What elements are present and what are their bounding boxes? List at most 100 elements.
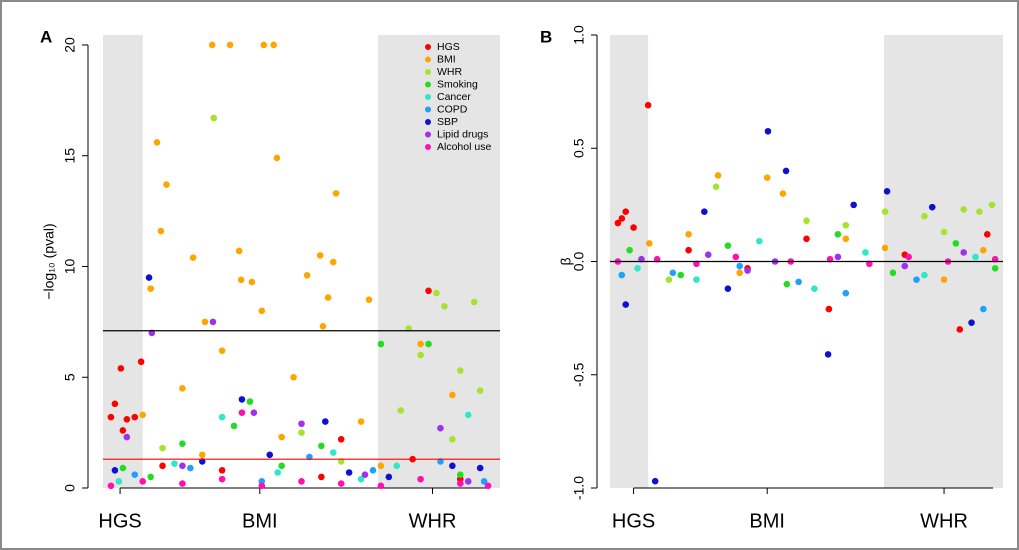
point [171, 460, 178, 467]
point [218, 413, 226, 421]
point [258, 307, 266, 315]
point [724, 285, 732, 292]
point [457, 480, 464, 487]
point [218, 347, 226, 354]
point [842, 235, 850, 243]
point [179, 385, 186, 392]
panel-label: B [540, 27, 552, 46]
point [417, 351, 424, 359]
y-tick-label: 15 [62, 148, 78, 164]
point [952, 240, 960, 247]
point [457, 471, 464, 479]
point [614, 219, 622, 227]
y-tick-label: 10 [62, 258, 78, 274]
legend-marker [425, 56, 431, 63]
point [811, 285, 818, 292]
y-tick-label: 0.5 [571, 138, 587, 158]
point [685, 246, 692, 254]
point [866, 260, 873, 268]
point [960, 206, 967, 213]
point [131, 471, 139, 479]
legend-label: WHR [437, 66, 462, 78]
point [137, 358, 145, 366]
panel-label: A [40, 27, 52, 46]
point [319, 322, 327, 330]
point [329, 449, 337, 456]
legend-marker [425, 144, 431, 150]
point [842, 221, 850, 229]
legend-label: COPD [437, 103, 468, 115]
point [824, 351, 832, 358]
point [940, 228, 948, 236]
point [147, 473, 154, 481]
legend-label: BMI [437, 53, 456, 65]
legend-marker [425, 106, 431, 113]
point [187, 464, 194, 472]
point [332, 190, 340, 197]
point [701, 208, 708, 215]
point [179, 480, 186, 487]
point [756, 237, 763, 245]
point [960, 249, 967, 256]
point [803, 217, 810, 225]
point [369, 466, 377, 474]
point [357, 418, 365, 425]
point [159, 444, 166, 452]
point [433, 289, 440, 297]
point [956, 326, 964, 333]
point [230, 422, 238, 430]
point [425, 287, 432, 295]
point [795, 278, 802, 286]
legend-label: Smoking [437, 78, 478, 90]
point [246, 398, 254, 405]
point [677, 271, 685, 279]
point [724, 242, 732, 249]
point [226, 41, 234, 49]
x-tick-label: WHR [920, 510, 968, 532]
point [921, 271, 928, 279]
point [329, 258, 337, 266]
point [704, 251, 712, 259]
legend-label: Cancer [437, 91, 471, 103]
y-axis-label: β [558, 257, 574, 265]
point [237, 276, 245, 284]
point [862, 249, 869, 256]
point [278, 462, 285, 470]
point [476, 464, 484, 472]
point [480, 478, 488, 485]
point [653, 255, 661, 263]
point [764, 127, 772, 135]
point [163, 181, 170, 188]
point [618, 271, 626, 279]
point [763, 174, 771, 181]
y-tick-label: -0.5 [571, 362, 587, 386]
y-tick-label: 20 [62, 37, 78, 53]
legend-label: Alcohol use [437, 141, 491, 153]
point [210, 114, 218, 122]
point [644, 101, 652, 109]
point [318, 442, 325, 450]
legend-label: HGS [437, 41, 460, 53]
point [669, 269, 677, 277]
point [714, 172, 722, 179]
y-tick-label: 0.0 [571, 252, 587, 272]
point [290, 373, 297, 381]
point [119, 464, 127, 472]
point [303, 272, 311, 279]
point [119, 427, 127, 434]
point [417, 340, 424, 348]
point [630, 224, 637, 231]
point [131, 413, 139, 421]
point [905, 253, 912, 261]
point [145, 274, 153, 281]
point [470, 298, 478, 306]
legend-marker [425, 69, 431, 75]
point [685, 231, 692, 238]
point [147, 285, 154, 292]
legend-marker [425, 94, 431, 100]
point [238, 396, 246, 403]
point [266, 451, 274, 459]
point [826, 255, 834, 263]
point [324, 294, 332, 301]
legend-marker [425, 81, 431, 88]
